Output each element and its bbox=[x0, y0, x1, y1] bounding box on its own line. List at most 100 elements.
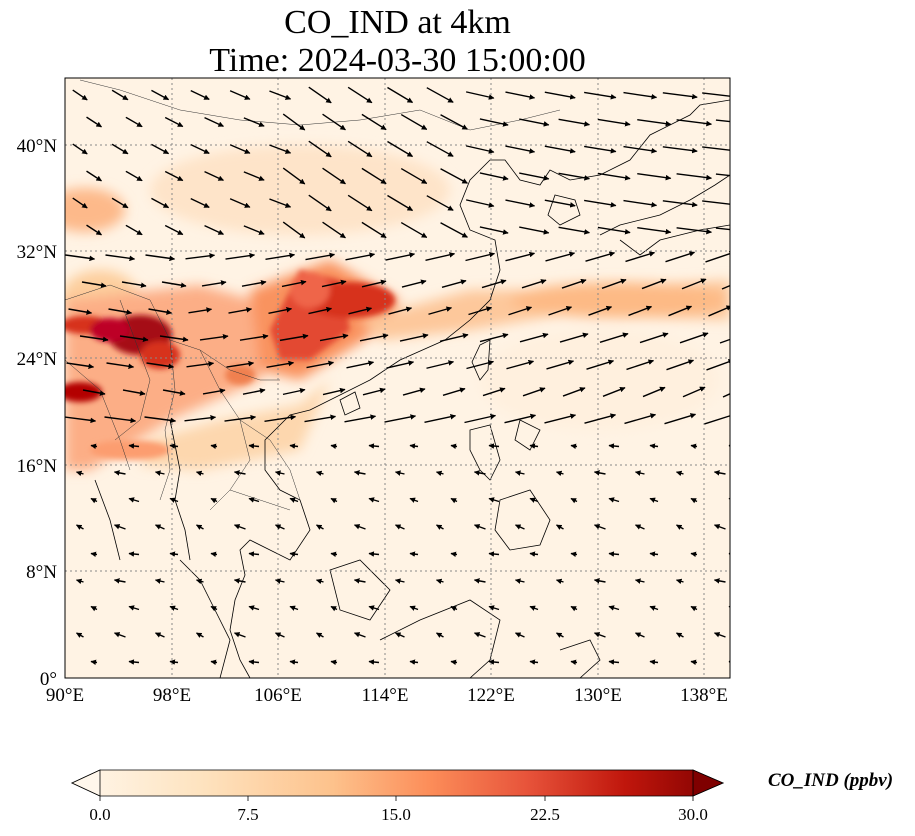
wind-arrow bbox=[599, 332, 629, 343]
wind-arrow bbox=[681, 278, 707, 290]
lon-tick: 106°E bbox=[254, 685, 302, 706]
wind-arrow bbox=[154, 524, 165, 530]
wind-arrow bbox=[75, 578, 84, 585]
wind-arrow bbox=[241, 279, 267, 287]
wind-arrow bbox=[248, 443, 260, 449]
wind-arrow bbox=[210, 659, 218, 666]
wind-arrow bbox=[394, 524, 405, 530]
wind-arrow bbox=[482, 387, 506, 397]
lon-tick: 114°E bbox=[362, 685, 409, 706]
wind-arrow bbox=[387, 194, 414, 212]
wind-arrow bbox=[196, 632, 204, 638]
wind-arrow bbox=[394, 632, 405, 638]
wind-arrow bbox=[384, 414, 417, 423]
wind-arrow bbox=[608, 551, 620, 557]
wind-arrow bbox=[108, 308, 133, 315]
wind-arrow bbox=[122, 389, 146, 396]
wind-arrow bbox=[86, 224, 102, 236]
wind-arrow bbox=[713, 632, 726, 638]
wind-arrow bbox=[72, 197, 88, 209]
wind-arrow bbox=[586, 359, 615, 370]
lon-tick: 90°E bbox=[46, 685, 84, 706]
wind-arrow bbox=[308, 306, 333, 315]
lon-tick: 138°E bbox=[680, 685, 728, 706]
wind-arrow bbox=[473, 524, 486, 530]
wind-arrow bbox=[204, 171, 224, 181]
wind-arrow bbox=[529, 497, 539, 503]
wind-arrow bbox=[435, 470, 444, 477]
wind-arrow bbox=[546, 359, 575, 370]
wind-arrow bbox=[128, 659, 140, 665]
wind-arrow bbox=[715, 173, 730, 177]
wind-arrow bbox=[169, 659, 179, 665]
wind-arrow bbox=[519, 118, 550, 127]
wind-arrow bbox=[649, 659, 659, 665]
wind-arrow bbox=[125, 170, 143, 182]
wind-arrow bbox=[308, 140, 332, 158]
wind-arrow bbox=[601, 278, 627, 289]
wind-arrow bbox=[593, 524, 606, 530]
wind-arrow bbox=[169, 551, 179, 557]
wind-arrow bbox=[634, 578, 645, 584]
wind-arrow bbox=[306, 360, 335, 369]
wind-arrow bbox=[330, 551, 338, 558]
wind-arrow bbox=[426, 360, 455, 369]
wind-arrow bbox=[304, 414, 337, 423]
wind-arrow bbox=[544, 91, 576, 100]
wind-arrow bbox=[204, 225, 224, 235]
wind-arrow bbox=[505, 145, 536, 154]
wind-arrow bbox=[548, 306, 573, 316]
wind-arrow bbox=[353, 578, 366, 584]
colorbar-tick: 30.0 bbox=[678, 805, 708, 824]
wind-arrow bbox=[425, 252, 456, 261]
wind-arrow bbox=[66, 362, 95, 370]
wind-arrow bbox=[479, 118, 509, 127]
lat-tick: 0° bbox=[40, 669, 57, 690]
wind-arrow bbox=[562, 387, 586, 397]
wind-arrow bbox=[210, 443, 218, 450]
wind-arrow bbox=[668, 305, 693, 317]
wind-arrow bbox=[90, 497, 98, 504]
wind-arrow bbox=[330, 443, 338, 450]
wind-arrow bbox=[662, 146, 698, 154]
wind-arrow bbox=[119, 335, 149, 343]
wind-arrow bbox=[713, 524, 726, 530]
wind-arrow bbox=[289, 443, 299, 449]
lon-tick: 130°E bbox=[574, 685, 622, 706]
wind-arrow bbox=[242, 388, 266, 395]
wind-arrow bbox=[558, 172, 590, 181]
wind-arrow bbox=[282, 221, 306, 239]
wind-arrow bbox=[154, 578, 165, 584]
wind-arrow bbox=[202, 388, 226, 395]
wind-arrow bbox=[196, 524, 204, 530]
wind-arrow bbox=[409, 443, 419, 449]
wind-arrow bbox=[229, 90, 251, 100]
wind-arrow bbox=[113, 578, 126, 584]
wind-arrow bbox=[570, 551, 578, 558]
wind-arrow bbox=[634, 524, 645, 530]
wind-arrow bbox=[665, 251, 696, 263]
wind-arrow bbox=[210, 497, 218, 504]
wind-arrow bbox=[623, 199, 658, 208]
wind-arrow bbox=[169, 443, 179, 449]
wind-arrow bbox=[146, 362, 175, 370]
wind-arrow bbox=[529, 605, 539, 611]
country-borders bbox=[65, 79, 561, 511]
wind-arrow bbox=[649, 497, 659, 503]
wind-arrow bbox=[442, 387, 466, 397]
wind-arrow bbox=[702, 146, 730, 151]
wind-arrow bbox=[387, 86, 414, 104]
lat-tick: 24°N bbox=[17, 349, 58, 370]
wind-arrow bbox=[190, 197, 210, 209]
wind-arrow bbox=[319, 333, 349, 342]
wind-arrow bbox=[426, 141, 454, 157]
wind-arrow bbox=[195, 578, 204, 585]
wind-arrow bbox=[113, 470, 126, 476]
wind-arrow bbox=[345, 252, 376, 261]
wind-arrow bbox=[145, 254, 176, 262]
wind-arrow bbox=[164, 224, 184, 236]
wind-arrow bbox=[719, 338, 730, 344]
colorbar-tick: 15.0 bbox=[381, 805, 411, 824]
wind-arrow bbox=[426, 195, 454, 211]
